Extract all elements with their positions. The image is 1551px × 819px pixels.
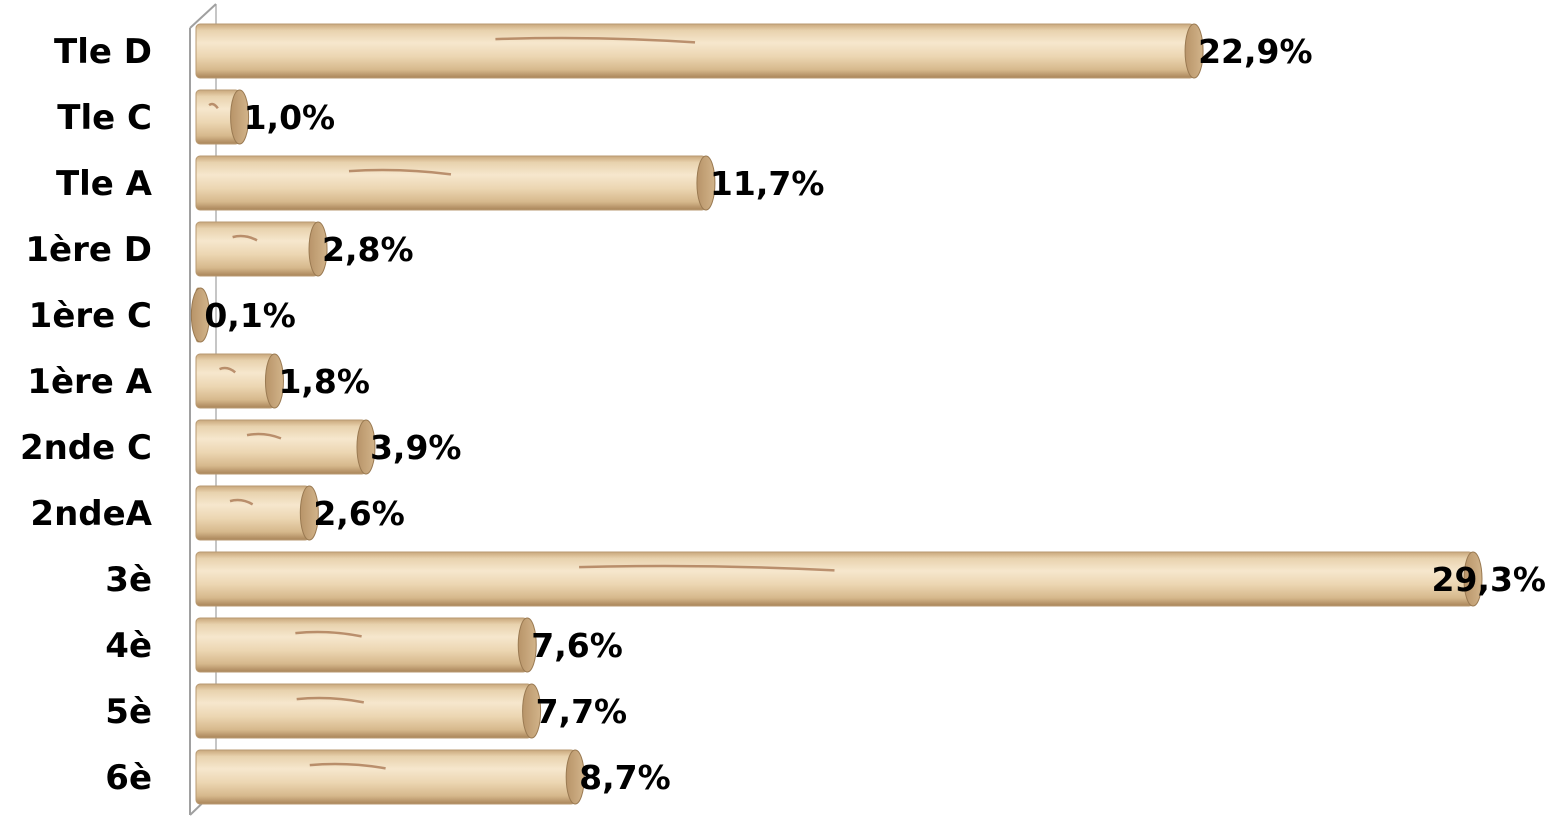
category-label: 2ndeA — [30, 494, 152, 534]
bar-12 — [195, 749, 585, 805]
value-label: 1,8% — [278, 362, 370, 401]
wood-grain — [295, 630, 362, 638]
category-label: Tle A — [56, 164, 153, 204]
category-label: 5è — [105, 692, 152, 732]
value-label: 7,6% — [531, 626, 623, 665]
category-label: Tle D — [54, 32, 152, 72]
wood-grain — [495, 36, 696, 44]
wood-grain — [232, 234, 258, 242]
bar-6 — [195, 353, 284, 409]
bar-end-cap — [696, 155, 716, 211]
bar-1 — [195, 23, 1204, 79]
bar-body — [195, 749, 576, 805]
bar-10 — [195, 617, 537, 673]
bar-end-cap — [1184, 23, 1204, 79]
bar-body — [195, 155, 707, 211]
category-label: 4è — [105, 626, 152, 666]
bar-body — [195, 23, 1195, 79]
value-label: 7,7% — [536, 692, 628, 731]
value-label: 0,1% — [204, 296, 296, 335]
bar-end-cap — [299, 485, 319, 541]
value-label: 2,6% — [313, 494, 405, 533]
wood-grain — [219, 366, 237, 374]
bar-7 — [195, 419, 376, 475]
bar-body — [195, 683, 533, 739]
value-label: 2,8% — [322, 230, 414, 269]
bar-end-cap — [190, 287, 210, 343]
value-label: 1,0% — [244, 98, 336, 137]
value-label: 22,9% — [1198, 32, 1313, 71]
bar-end-cap — [1463, 551, 1483, 607]
bar-body — [195, 221, 319, 277]
category-label: 3è — [105, 560, 152, 600]
bar-4 — [195, 221, 328, 277]
bar-11 — [195, 683, 542, 739]
bar-8 — [195, 485, 319, 541]
wood-grain — [348, 168, 452, 176]
bar-3 — [195, 155, 716, 211]
category-label: 1ère D — [25, 230, 152, 270]
bar-body — [195, 551, 1474, 607]
bar-body — [195, 353, 275, 409]
wood-grain — [229, 498, 254, 506]
category-label: 6è — [105, 758, 152, 798]
bar-body — [195, 419, 367, 475]
bar-body — [195, 485, 310, 541]
wood-grain — [309, 762, 386, 770]
bar-5 — [190, 287, 210, 343]
bar-2 — [195, 89, 250, 145]
value-label: 3,9% — [370, 428, 462, 467]
category-label: Tle C — [57, 98, 152, 138]
bar-end-cap — [264, 353, 284, 409]
wood-grain — [246, 432, 282, 440]
bar-body — [195, 617, 528, 673]
category-label: 2nde C — [20, 428, 152, 468]
value-label: 29,3% — [1432, 560, 1547, 599]
bar-end-cap — [230, 89, 250, 145]
category-label: 1ère C — [29, 296, 152, 336]
wood-grain — [296, 696, 365, 704]
bar-end-cap — [522, 683, 542, 739]
bar-end-cap — [517, 617, 537, 673]
value-label: 8,7% — [579, 758, 671, 797]
value-label: 11,7% — [710, 164, 825, 203]
category-label: 1ère A — [27, 362, 152, 402]
bar-end-cap — [565, 749, 585, 805]
bar-end-cap — [308, 221, 328, 277]
bar-end-cap — [356, 419, 376, 475]
axis-wall-top — [189, 3, 217, 29]
bar-9 — [195, 551, 1483, 607]
wood-grain — [579, 564, 835, 572]
wood-grain — [208, 102, 219, 110]
